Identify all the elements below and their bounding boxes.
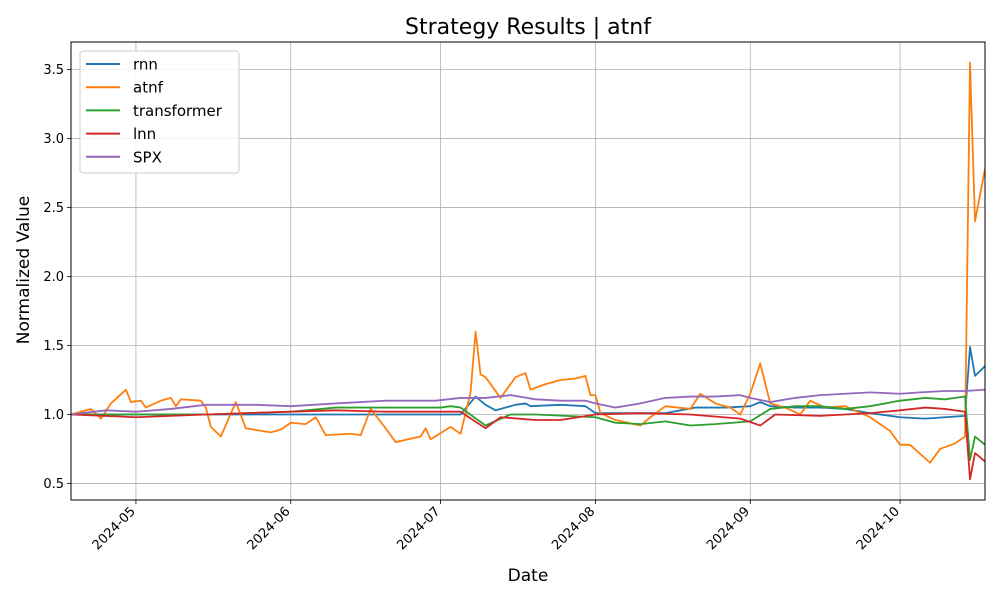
y-tick-label: 3.0	[43, 132, 64, 147]
legend-label: rnn	[133, 56, 158, 74]
y-axis: 0.5 1.0 1.5 2.0 2.5 3.0 3.5	[43, 63, 71, 492]
y-tick-label: 1.0	[43, 408, 64, 423]
legend: rnn atnf transformer lnn SPX	[79, 50, 240, 174]
y-tick-label: 0.5	[43, 477, 64, 492]
y-axis-label: Normalized Value	[14, 196, 34, 345]
series-line-transformer	[71, 395, 985, 461]
x-axis-label: Date	[508, 566, 549, 586]
chart-title: Strategy Results | atnf	[405, 15, 652, 40]
legend-label: transformer	[133, 102, 223, 120]
series-line-spx	[71, 388, 985, 416]
y-tick-label: 1.5	[43, 339, 64, 354]
series-lines	[71, 61, 985, 481]
legend-box	[79, 50, 240, 174]
y-tick-label: 2.5	[43, 201, 64, 216]
legend-label: lnn	[133, 125, 156, 143]
series-line-lnn	[71, 406, 985, 481]
y-tick-label: 3.5	[43, 63, 64, 78]
y-tick-label: 2.0	[43, 270, 64, 285]
legend-label: SPX	[133, 148, 162, 166]
legend-label: atnf	[133, 79, 164, 97]
plot-frame	[70, 41, 986, 501]
